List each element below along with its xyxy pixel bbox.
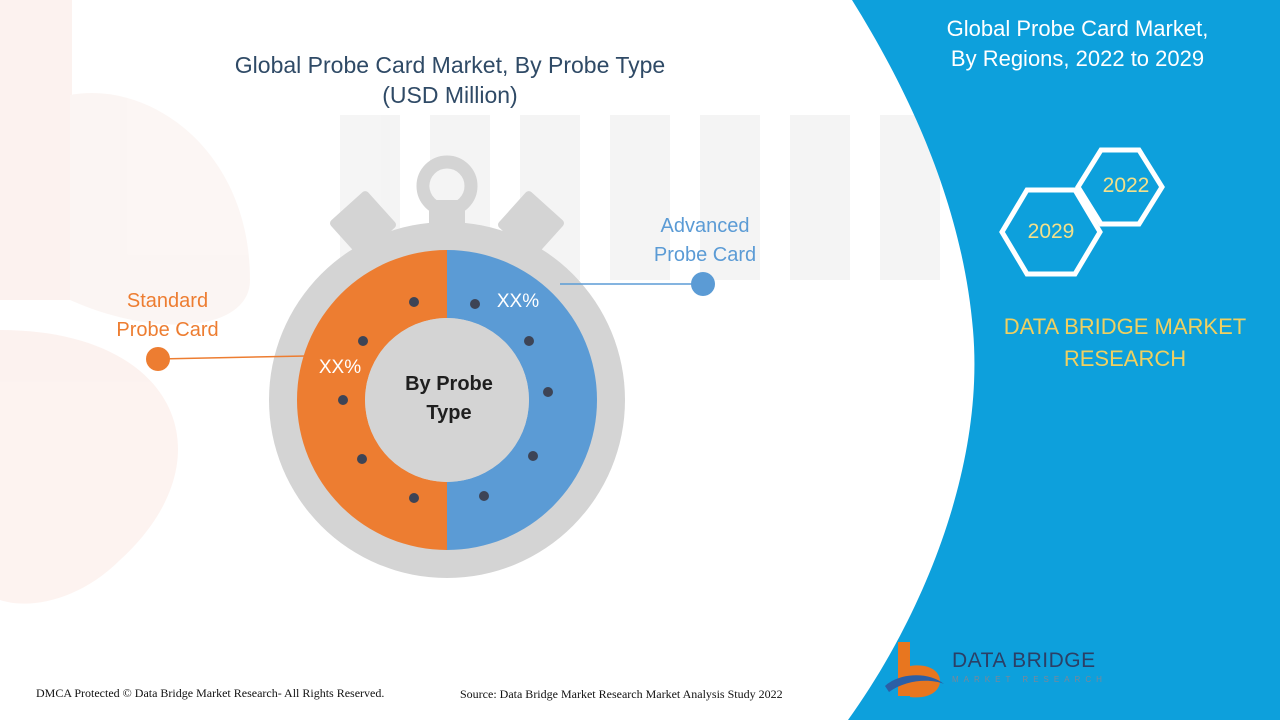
- dial-dot: [358, 336, 368, 346]
- logo-tagline: MARKET RESEARCH: [952, 675, 1107, 684]
- advanced-label-line-1: Advanced: [660, 215, 750, 237]
- logo-wordmark: DATA BRIDGE: [952, 649, 1096, 672]
- donut-chart: [297, 250, 597, 550]
- standard-leader-dot: [146, 347, 170, 371]
- donut-center: [365, 318, 529, 482]
- dial-dot: [409, 297, 419, 307]
- region-panel: [848, 0, 1280, 720]
- standard-probe-card-slice: [297, 250, 447, 550]
- dial-dot: [479, 491, 489, 501]
- region-title-line-2: By Regions, 2022 to 2029: [950, 46, 1205, 71]
- advanced-percentage-label: XX%: [496, 291, 540, 312]
- advanced-label-line-2: Probe Card: [653, 244, 757, 266]
- standard-percentage-label: XX%: [318, 357, 362, 378]
- standard-leader-line: [157, 355, 307, 360]
- dial-dot: [524, 336, 534, 346]
- chart-title: Global Probe Card Market, By Probe Type …: [180, 50, 720, 110]
- advanced-leader-dot: [691, 272, 715, 296]
- copyright-notice: DMCA Protected © Data Bridge Market Rese…: [36, 686, 385, 700]
- standard-label-line-1: Standard: [126, 290, 209, 312]
- chart-title-line-2: (USD Million): [382, 82, 518, 108]
- hexagon-2022: [1075, 147, 1165, 227]
- year-2029-label: 2029: [1027, 220, 1075, 243]
- advanced-probe-card-slice: [447, 250, 597, 550]
- chart-title-line-1: Global Probe Card Market, By Probe Type: [234, 52, 666, 78]
- region-title-line-1: Global Probe Card Market,: [946, 16, 1209, 41]
- brand-name: DATA BRIDGE MARKET RESEARCH: [1003, 314, 1247, 371]
- dial-dot: [409, 493, 419, 503]
- standard-probe-card-label: Standard Probe Card: [100, 287, 235, 345]
- hexagon-2029: [999, 187, 1103, 277]
- center-label-line-2: Type: [426, 402, 472, 424]
- logo-mark: [885, 642, 944, 698]
- watermark-logo: [0, 0, 250, 604]
- dial-dot: [357, 454, 367, 464]
- dial-dot: [470, 299, 480, 309]
- dial-dot: [338, 395, 348, 405]
- dial-dots: [338, 297, 553, 503]
- advanced-probe-card-label: Advanced Probe Card: [635, 212, 775, 270]
- donut-center-label: By Probe Type: [366, 370, 532, 428]
- dial-dot: [543, 387, 553, 397]
- source-note: Source: Data Bridge Market Research Mark…: [460, 687, 783, 701]
- center-label-line-1: By Probe: [405, 373, 493, 395]
- dial-dot: [528, 451, 538, 461]
- year-2022-label: 2022: [1102, 174, 1150, 197]
- standard-label-line-2: Probe Card: [116, 319, 219, 341]
- region-panel-title: Global Probe Card Market, By Regions, 20…: [905, 14, 1250, 74]
